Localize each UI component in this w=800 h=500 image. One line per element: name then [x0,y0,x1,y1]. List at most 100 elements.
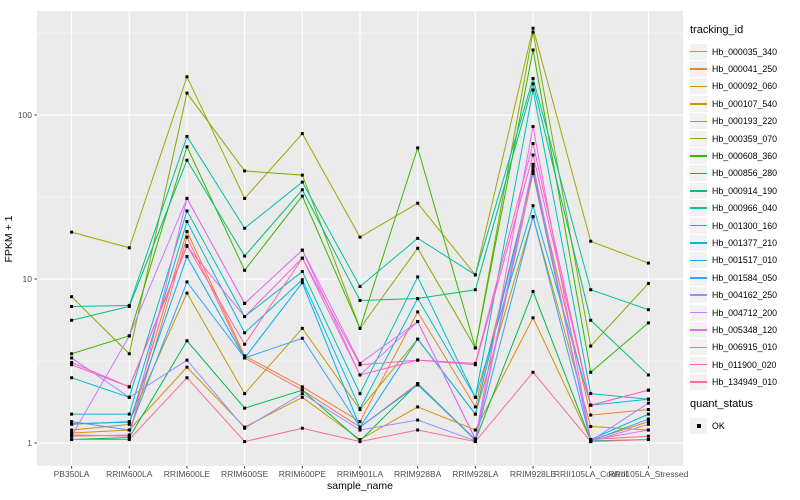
data-point [185,145,189,149]
legend-item: Hb_000359_070 [690,130,798,147]
data-point [473,288,477,292]
legend-line-swatch-icon [690,329,707,331]
legend-line-swatch-icon [690,224,707,227]
y-tick-label: 1 [27,438,32,448]
data-point [646,428,650,432]
data-point [185,229,189,233]
legend-item: Hb_000608_360 [690,147,798,165]
data-point [70,356,74,360]
data-point [127,303,131,307]
data-point [416,201,420,205]
legend-label: Hb_001300_160 [712,220,778,231]
legend-key [690,339,707,356]
data-point [531,165,535,169]
legend-key [690,287,707,304]
data-point [646,397,650,401]
legend-item: OK [690,417,798,434]
data-point [589,370,593,374]
data-point [243,169,247,173]
data-point [473,428,477,432]
data-point [243,426,247,430]
legend-line-swatch-icon [690,50,707,53]
data-point [531,76,535,80]
legend-label: Hb_000041_250 [712,64,778,75]
data-point [358,326,362,330]
data-point [416,320,420,324]
legend-label: Hb_001584_050 [712,272,778,283]
legend-quant-title: quant_status [690,398,753,410]
data-point [416,246,420,250]
data-point [589,440,593,444]
data-point [646,388,650,392]
legend-item: Hb_001377_210 [690,234,798,251]
data-point [531,82,535,86]
data-point [531,153,535,157]
data-point [70,304,74,308]
legend-line-swatch-icon [690,172,707,175]
data-point [70,431,74,435]
legend-key [690,113,707,130]
data-point [243,406,247,410]
data-point [358,235,362,239]
legend-label: Hb_000966_040 [712,203,778,214]
data-point [473,412,477,416]
legend-label: Hb_005348_120 [712,324,778,335]
data-point [300,426,304,430]
legend-line-swatch-icon [690,311,707,314]
data-point [243,342,247,346]
data-point [646,401,650,405]
y-axis-title: FPKM + 1 [3,215,15,262]
data-point [531,162,535,166]
data-point [300,388,304,392]
data-point [646,417,650,421]
legend-key [690,269,707,286]
data-point [646,422,650,426]
legend-item: Hb_004162_250 [690,286,798,304]
data-point [646,420,650,424]
legend-item: Hb_000035_340 [690,43,798,60]
legend-item: Hb_011900_020 [690,356,798,373]
data-point [243,268,247,272]
data-point [70,412,74,416]
data-point [416,297,420,301]
legend-label: Hb_011900_020 [712,359,777,370]
legend-key [690,165,707,182]
legend-key [690,417,707,434]
data-point [473,346,477,350]
x-tick-label: RRIM928LE [510,469,557,479]
chart-generated-layers: 1 10 100 PB350LA RRIM600LA RRIM600LE RRIM600SE… [18,11,689,479]
data-point [416,337,420,341]
data-point [243,440,247,444]
data-point [243,354,247,358]
data-point [300,180,304,184]
legend-label: Hb_134949_010 [712,377,778,388]
data-point [416,418,420,422]
data-point [416,310,420,314]
legend-line-swatch-icon [690,207,707,209]
data-point [646,281,650,285]
data-point [243,331,247,335]
data-point [416,236,420,240]
data-point [70,433,74,437]
legend-label: Hb_001517_010 [712,255,778,266]
data-point [358,428,362,432]
data-point [531,168,535,172]
data-point [185,339,189,343]
data-point [70,295,74,299]
data-point [185,376,189,380]
legend-quant-status: quant_status OK [690,398,798,434]
data-point [646,438,650,442]
data-point [531,88,535,92]
data-point [127,422,131,426]
legend-label: Hb_000193_220 [712,116,778,127]
legend-item: Hb_004712_200 [690,304,798,321]
legend-key [690,43,707,60]
data-point [416,358,420,362]
data-point [416,146,420,150]
data-point [416,428,420,432]
data-point [300,173,304,177]
legend-key [690,78,707,95]
legend-key [690,130,707,147]
y-tick-label: 100 [18,110,32,120]
x-tick-label: RRIM928LA [452,469,499,479]
